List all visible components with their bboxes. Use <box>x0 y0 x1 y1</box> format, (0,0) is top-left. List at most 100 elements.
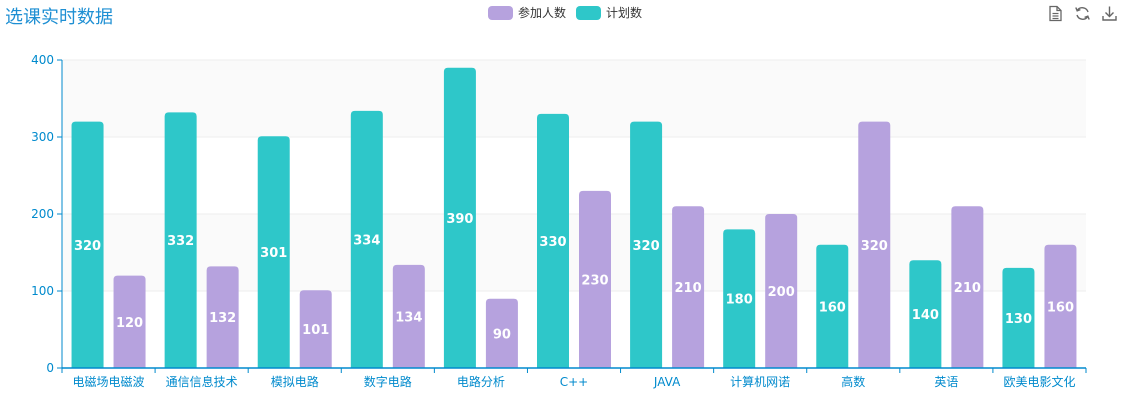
x-axis: 电磁场电磁波 通信信息技术 模拟电路 数字电路 电路分析 C++ JAVA 计算机网诺 高数 英语… <box>61 367 1087 389</box>
bar-value-label: 320 <box>861 239 888 254</box>
bar[interactable] <box>672 206 705 368</box>
bar[interactable] <box>164 112 197 368</box>
bar-value-label: 132 <box>209 311 236 326</box>
bar[interactable] <box>350 110 383 368</box>
bar-group[interactable]: 320 <box>630 121 663 368</box>
legend-item-planned[interactable]: 计划数 <box>576 4 642 21</box>
x-tick-label: 计算机网诺 <box>730 374 790 389</box>
bar-group[interactable]: 332 <box>164 112 197 368</box>
bar-group[interactable]: 320 <box>858 121 891 368</box>
bar-group[interactable]: 200 <box>765 214 798 368</box>
bar-value-label: 320 <box>633 239 660 254</box>
bar[interactable] <box>765 214 798 368</box>
data-view-icon[interactable] <box>1047 5 1064 22</box>
bars: 320 120 332 132 301 101 334 134 390 90 330 230 320 21… <box>71 67 1077 369</box>
bar-value-label: 180 <box>726 293 753 308</box>
bar-value-label: 134 <box>395 310 422 325</box>
bar[interactable] <box>485 298 518 368</box>
bar-group[interactable]: 132 <box>206 266 239 368</box>
y-tick-label: 100 <box>31 284 54 298</box>
bar-group[interactable]: 334 <box>350 110 383 368</box>
y-axis: 0 100 200 300 400 <box>31 53 63 375</box>
x-tick-label: 通信信息技术 <box>166 374 238 389</box>
bar-group[interactable]: 180 <box>723 229 756 368</box>
bar-value-label: 210 <box>675 281 702 296</box>
y-tick-label: 0 <box>46 361 54 375</box>
legend-label-planned: 计划数 <box>606 6 643 20</box>
bar-value-label: 160 <box>1047 300 1074 315</box>
bar-value-label: 390 <box>446 212 473 227</box>
legend-item-participants[interactable]: 参加人数 <box>488 4 566 21</box>
bar-group[interactable]: 390 <box>443 67 476 368</box>
bar-value-label: 210 <box>954 281 981 296</box>
bar-value-label: 230 <box>581 273 608 288</box>
refresh-icon[interactable] <box>1074 5 1091 22</box>
bar[interactable] <box>858 121 891 368</box>
bar-group[interactable]: 140 <box>909 260 942 368</box>
bar[interactable] <box>537 113 569 369</box>
bar[interactable] <box>206 266 239 368</box>
x-tick-label: 英语 <box>934 375 958 389</box>
bar[interactable] <box>71 121 104 368</box>
bar-group[interactable]: 120 <box>113 275 146 368</box>
x-tick-label: 电磁场电磁波 <box>73 374 145 389</box>
bar-value-label: 332 <box>167 234 194 249</box>
bar-value-label: 330 <box>539 235 566 250</box>
bar[interactable] <box>113 275 146 368</box>
bar[interactable] <box>630 121 663 368</box>
legend-label-participants: 参加人数 <box>518 6 567 20</box>
legend-swatch-participants <box>488 5 513 20</box>
bar-value-label: 101 <box>302 323 329 338</box>
bar-group[interactable]: 90 <box>485 298 518 368</box>
bar-group[interactable]: 101 <box>299 290 332 368</box>
bar-value-label: 160 <box>819 300 846 315</box>
bar-group[interactable]: 320 <box>71 121 104 368</box>
bar-group[interactable]: 160 <box>1044 244 1077 368</box>
bar-group[interactable]: 301 <box>257 136 290 368</box>
x-tick-label: 高数 <box>841 374 865 389</box>
chart-title: 选课实时数据 <box>5 7 113 28</box>
y-tick-label: 300 <box>31 130 54 144</box>
bar-value-label: 130 <box>1005 312 1032 327</box>
bar[interactable] <box>579 190 611 368</box>
bar-group[interactable]: 330 <box>537 113 569 369</box>
x-tick-label: 电路分析 <box>457 374 505 389</box>
grid-band <box>62 60 1086 137</box>
bar-group[interactable]: 210 <box>672 206 705 368</box>
bar[interactable] <box>392 264 425 368</box>
bar-group[interactable]: 130 <box>1002 267 1035 368</box>
y-tick-label: 200 <box>31 207 54 221</box>
bar[interactable] <box>257 136 290 368</box>
bar[interactable] <box>299 290 332 368</box>
bar-value-label: 320 <box>74 239 101 254</box>
bar-value-label: 120 <box>116 316 143 331</box>
bar-value-label: 140 <box>912 308 939 323</box>
grid-band <box>62 137 1086 214</box>
bar-group[interactable]: 230 <box>579 190 611 368</box>
x-tick-label: JAVA <box>653 375 681 389</box>
bar-group[interactable]: 134 <box>392 264 425 368</box>
x-tick-label: 数字电路 <box>364 374 412 389</box>
bar-value-label: 90 <box>493 327 511 342</box>
bar[interactable] <box>443 67 476 368</box>
legend: 参加人数 计划数 <box>488 4 652 21</box>
bar[interactable] <box>1044 244 1077 368</box>
bar-group[interactable]: 210 <box>951 206 984 368</box>
bar-group[interactable]: 160 <box>816 244 849 368</box>
toolbox <box>1047 5 1118 22</box>
bar-value-label: 301 <box>260 246 287 261</box>
x-tick-label: C++ <box>560 375 589 389</box>
bar[interactable] <box>951 206 984 368</box>
legend-swatch-planned <box>576 5 602 20</box>
bar[interactable] <box>816 244 849 368</box>
bar-value-label: 200 <box>768 285 795 300</box>
bar[interactable] <box>909 260 942 368</box>
x-tick-label: 欧美电影文化 <box>1003 374 1075 389</box>
bar-value-label: 334 <box>353 233 380 248</box>
download-icon[interactable] <box>1101 5 1118 22</box>
x-tick-label: 模拟电路 <box>271 374 319 389</box>
y-tick-label: 400 <box>31 53 54 67</box>
bar[interactable] <box>1002 267 1035 368</box>
bar[interactable] <box>723 229 756 368</box>
